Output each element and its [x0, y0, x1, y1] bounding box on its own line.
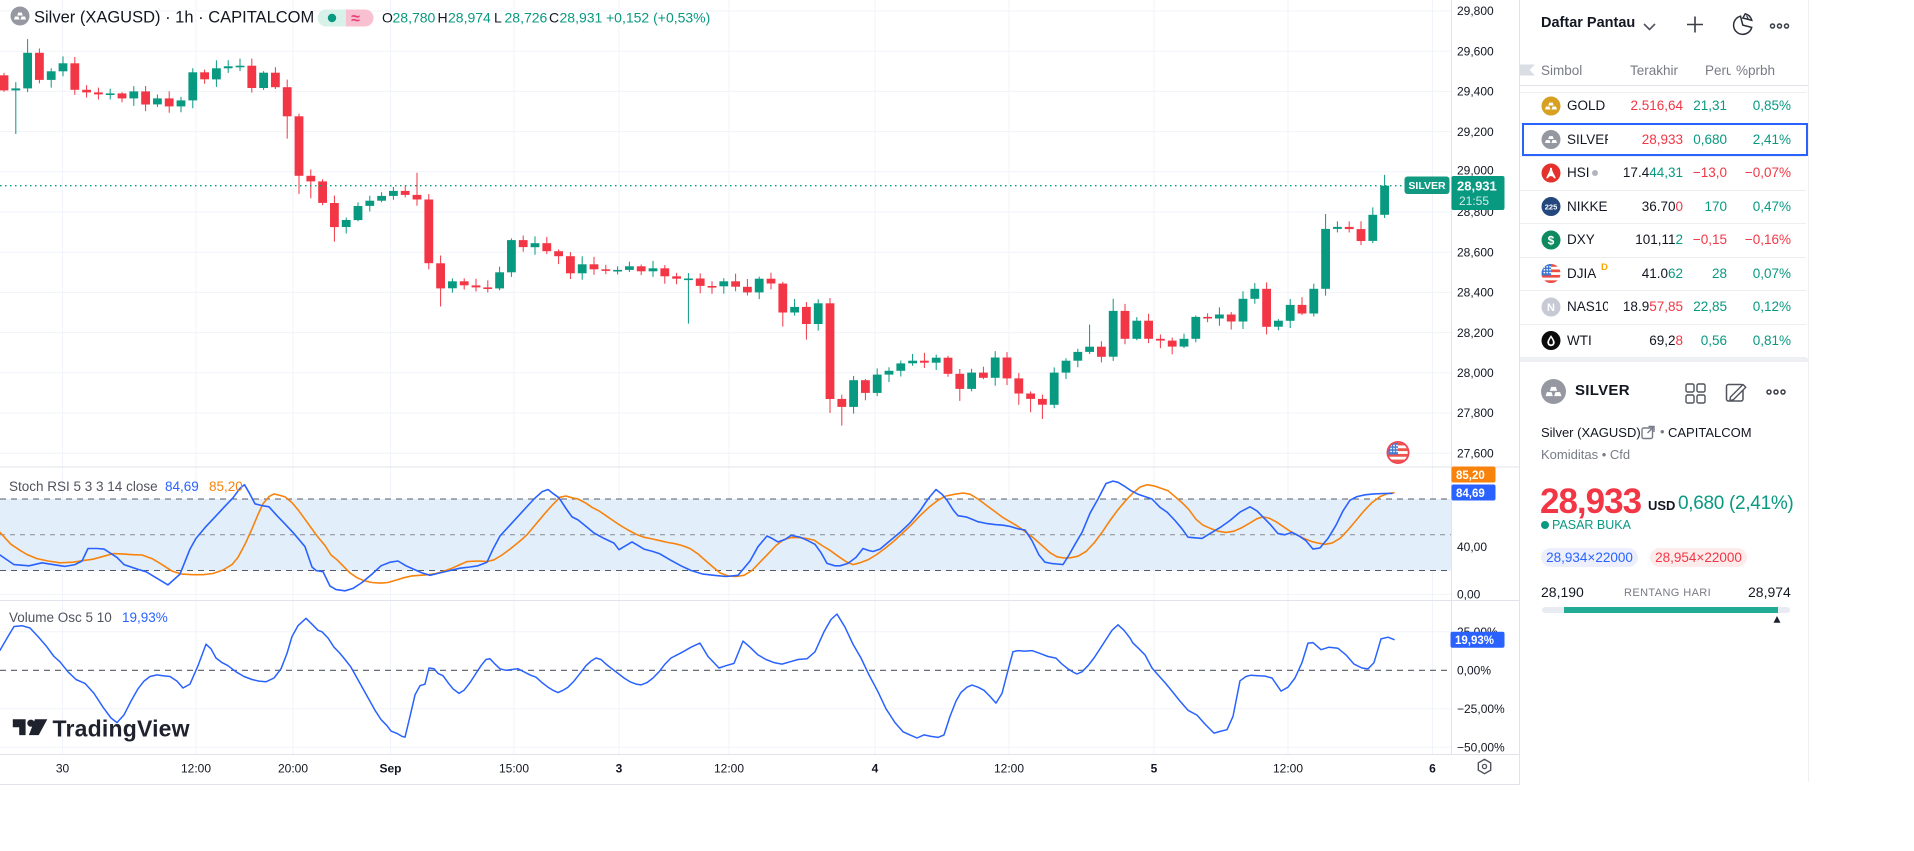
svg-text:29,000: 29,000	[1457, 164, 1494, 178]
svg-text:28,600: 28,600	[1457, 245, 1494, 259]
svg-text:12:00: 12:00	[1273, 762, 1303, 776]
svg-text:6: 6	[1429, 762, 1436, 776]
svg-text:3: 3	[616, 762, 623, 776]
svg-text:N: N	[1547, 302, 1555, 314]
svg-text:29,600: 29,600	[1457, 44, 1494, 58]
svg-text:27,600: 27,600	[1457, 446, 1494, 460]
svg-text:29,800: 29,800	[1457, 4, 1494, 18]
svg-text:4: 4	[872, 762, 879, 776]
svg-text:84,69: 84,69	[1456, 488, 1485, 500]
svg-text:SILVER: SILVER	[1408, 180, 1446, 192]
svg-text:$: $	[1548, 233, 1555, 247]
svg-text:27,800: 27,800	[1457, 406, 1494, 420]
svg-text:15:00: 15:00	[499, 762, 529, 776]
svg-text:28,974: 28,974	[448, 10, 491, 26]
svg-text:84,69: 84,69	[165, 479, 199, 494]
svg-text:TradingView: TradingView	[53, 716, 190, 742]
svg-text:28,200: 28,200	[1457, 326, 1494, 340]
svg-text:19,93%: 19,93%	[122, 610, 168, 625]
svg-text:28,931: 28,931	[560, 10, 603, 26]
svg-text:85,20: 85,20	[209, 479, 243, 494]
svg-text:≈: ≈	[351, 11, 360, 28]
svg-text:12:00: 12:00	[994, 762, 1024, 776]
svg-text:28,780: 28,780	[393, 10, 436, 26]
svg-text:−25,00%: −25,00%	[1457, 702, 1505, 716]
svg-text:0,00%: 0,00%	[1457, 664, 1491, 678]
svg-text:40,00: 40,00	[1457, 540, 1487, 554]
svg-text:29,400: 29,400	[1457, 85, 1494, 99]
svg-text:29,200: 29,200	[1457, 125, 1494, 139]
svg-text:225: 225	[1545, 202, 1558, 211]
svg-text:C: C	[549, 10, 559, 26]
svg-text:Sep: Sep	[379, 762, 401, 776]
svg-text:Volume Osc 5 10: Volume Osc 5 10	[9, 610, 112, 625]
svg-text:28,000: 28,000	[1457, 366, 1494, 380]
svg-text:20:00: 20:00	[278, 762, 308, 776]
svg-text:21:55: 21:55	[1459, 194, 1489, 208]
svg-text:28,931: 28,931	[1457, 179, 1497, 194]
svg-text:+0,152 (+0,53%): +0,152 (+0,53%)	[606, 10, 710, 26]
svg-text:H: H	[438, 10, 448, 26]
svg-text:28,400: 28,400	[1457, 286, 1494, 300]
svg-text:5: 5	[1151, 762, 1158, 776]
svg-text:12:00: 12:00	[181, 762, 211, 776]
svg-text:85,20: 85,20	[1456, 470, 1485, 482]
svg-text:Silver (XAGUSD) · 1h · CAPITAL: Silver (XAGUSD) · 1h · CAPITALCOM	[34, 9, 314, 27]
svg-text:O: O	[382, 10, 393, 26]
svg-text:12:00: 12:00	[714, 762, 744, 776]
svg-text:−50,00%: −50,00%	[1457, 740, 1505, 754]
svg-text:30: 30	[56, 762, 70, 776]
svg-text:19,93%: 19,93%	[1455, 635, 1494, 647]
svg-text:Stoch RSI 5 3 3 14 close: Stoch RSI 5 3 3 14 close	[9, 479, 158, 494]
svg-text:L: L	[494, 10, 502, 26]
svg-text:28,726: 28,726	[505, 10, 548, 26]
svg-text:0,00: 0,00	[1457, 588, 1481, 602]
